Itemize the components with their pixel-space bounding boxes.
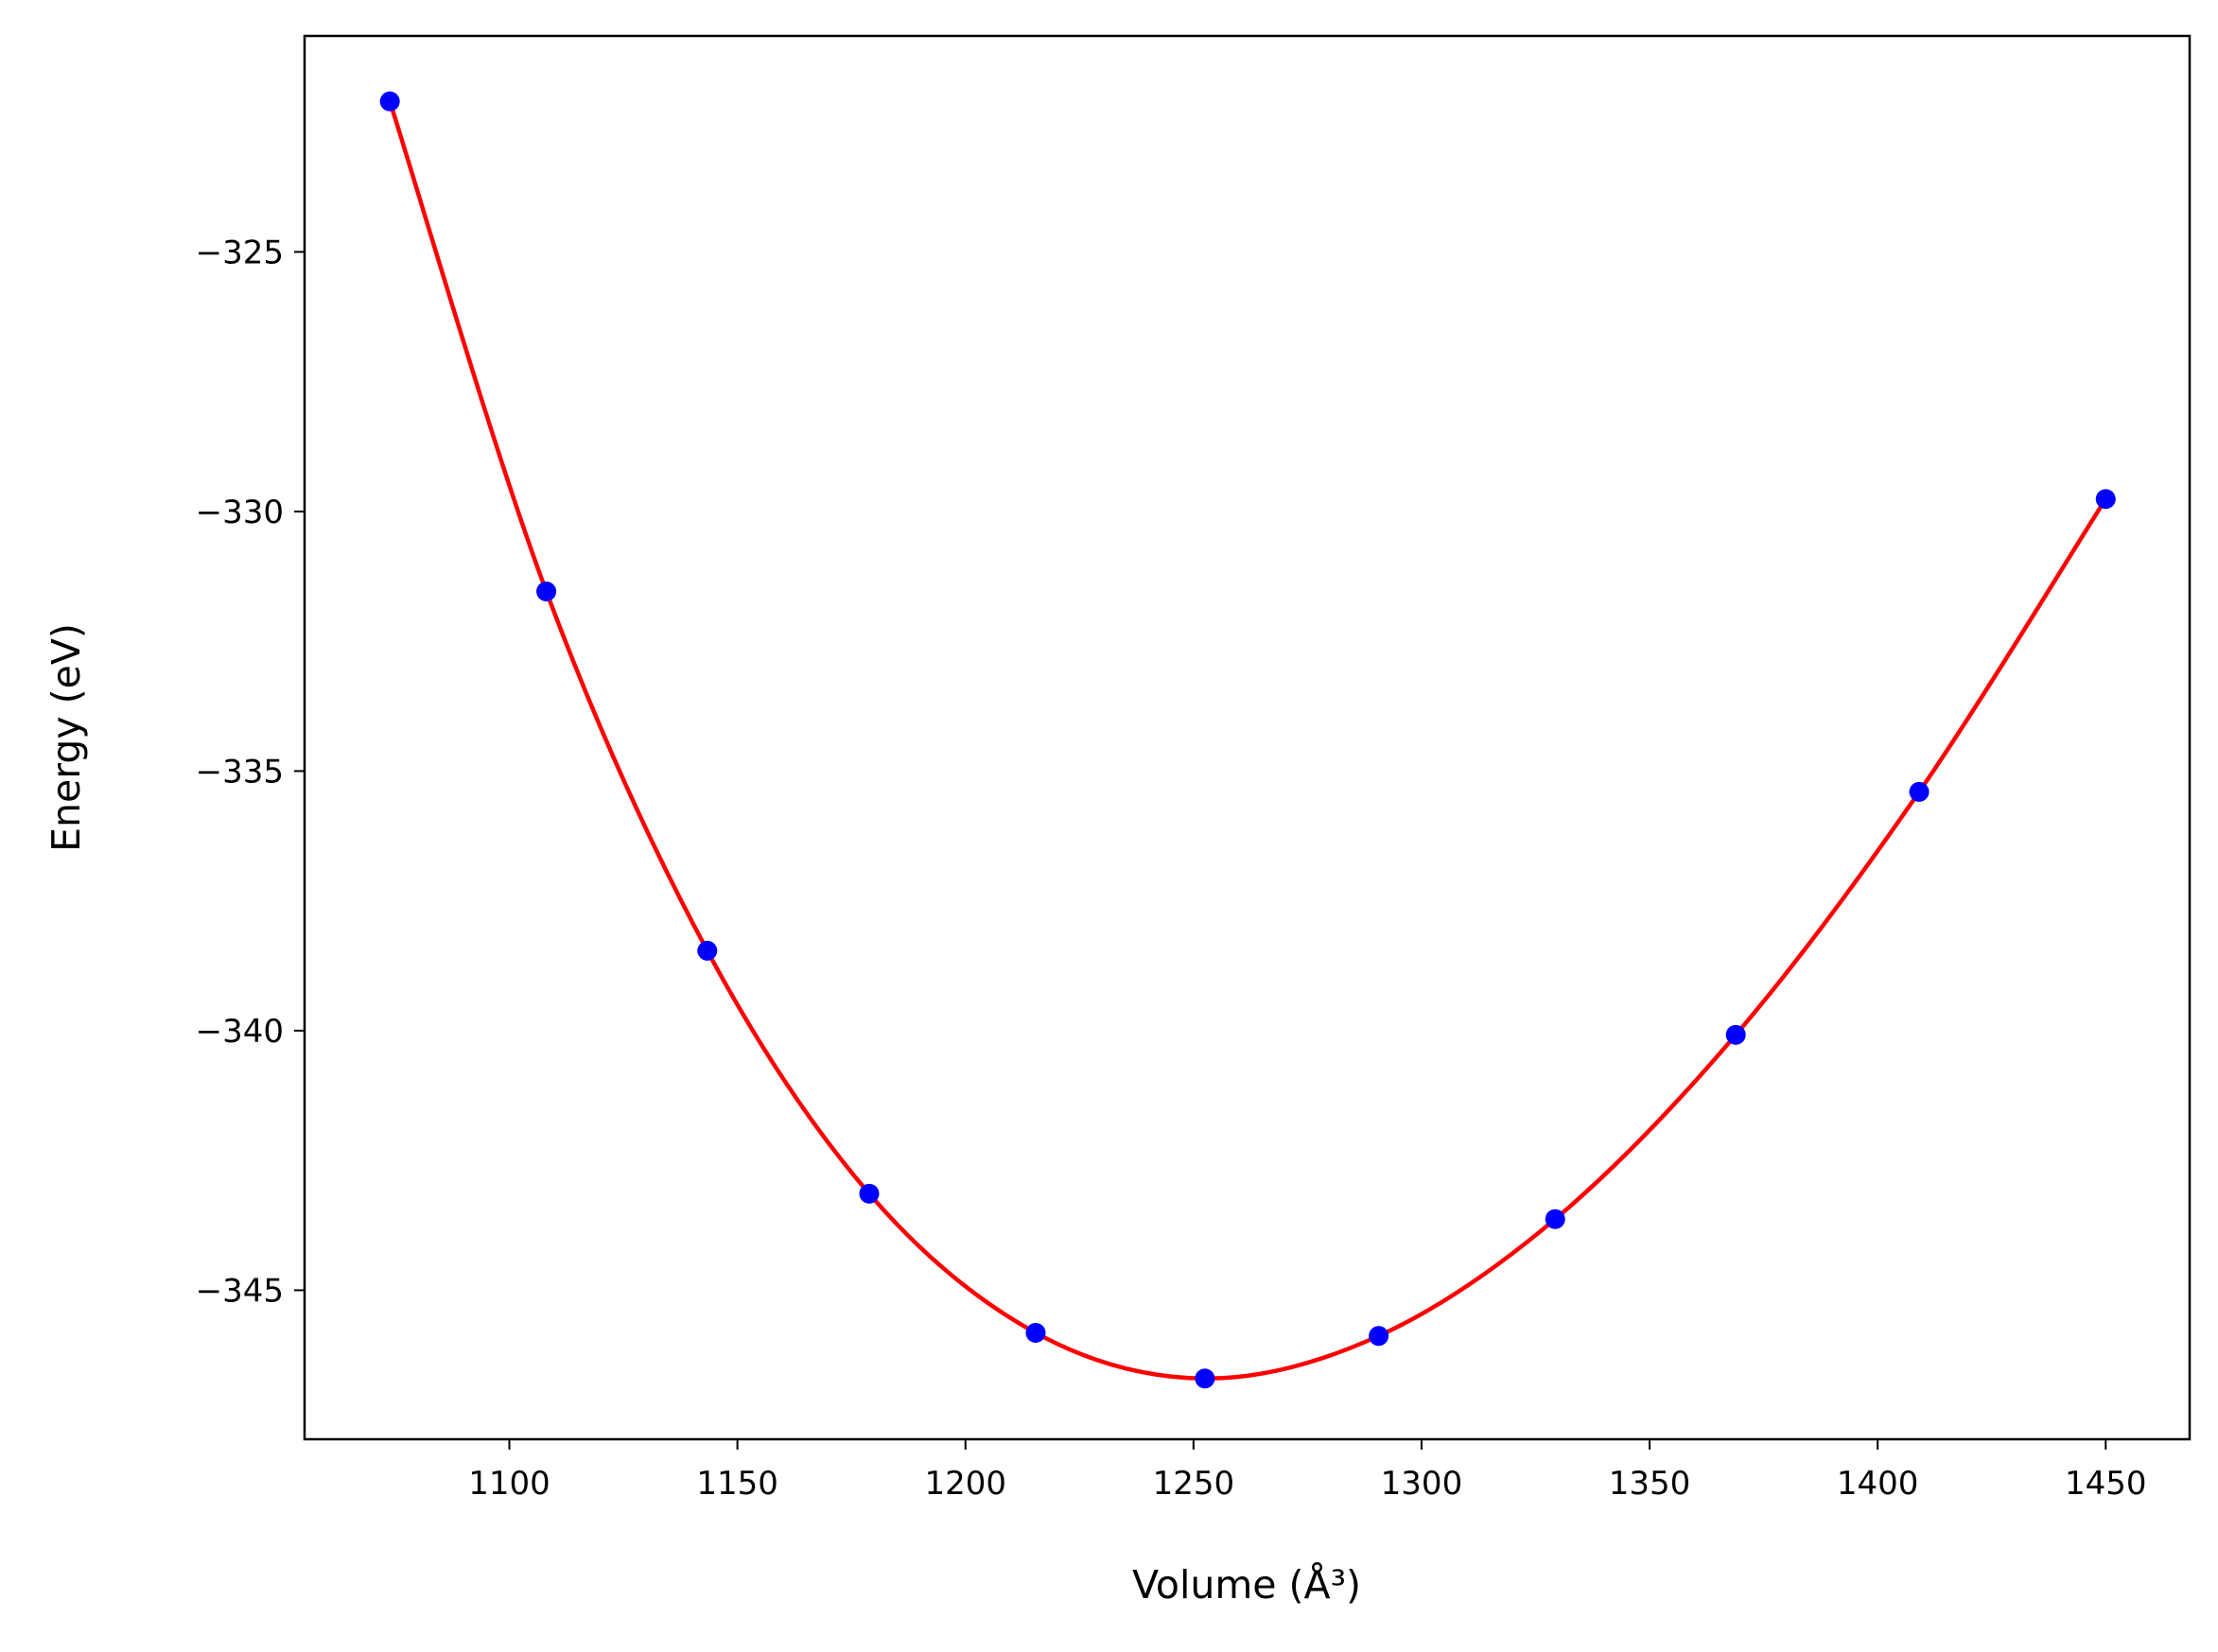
data-point [1545,1209,1565,1229]
data-point [1725,1024,1746,1045]
x-tick-label: 1100 [468,1465,550,1503]
data-point [1909,781,1930,802]
y-tick-label: −325 [196,234,284,271]
y-axis-label: Energy (eV) [44,623,89,852]
data-point [379,91,400,112]
y-tick-label: −345 [196,1272,284,1310]
x-tick-label: 1400 [1837,1465,1919,1503]
y-axis-ticks: −325 −330 −335 −340 −345 [196,234,305,1310]
x-tick-label: 1450 [2065,1465,2147,1503]
data-point [536,581,557,601]
data-point [859,1183,880,1204]
data-point [1369,1326,1389,1347]
data-point [1025,1322,1046,1343]
x-tick-label: 1200 [924,1465,1006,1503]
axes-frame [303,34,2192,1441]
x-tick-label: 1150 [696,1465,778,1503]
fit-curve [388,100,2108,1382]
x-tick-label: 1300 [1381,1465,1463,1503]
y-tick-label: −335 [196,753,284,791]
x-axis-label: Volume (Å³) [1132,1562,1361,1608]
plot-area [379,91,2116,1389]
x-axis-ticks: 1100 1150 1200 1250 1300 1350 1400 1450 [468,1439,2147,1503]
data-point [1195,1368,1215,1389]
y-tick-label: −340 [196,1013,284,1051]
y-tick-label: −330 [196,494,284,531]
x-tick-label: 1250 [1153,1465,1235,1503]
x-tick-label: 1350 [1609,1465,1691,1503]
data-point [2095,489,2116,510]
data-point [697,940,718,961]
